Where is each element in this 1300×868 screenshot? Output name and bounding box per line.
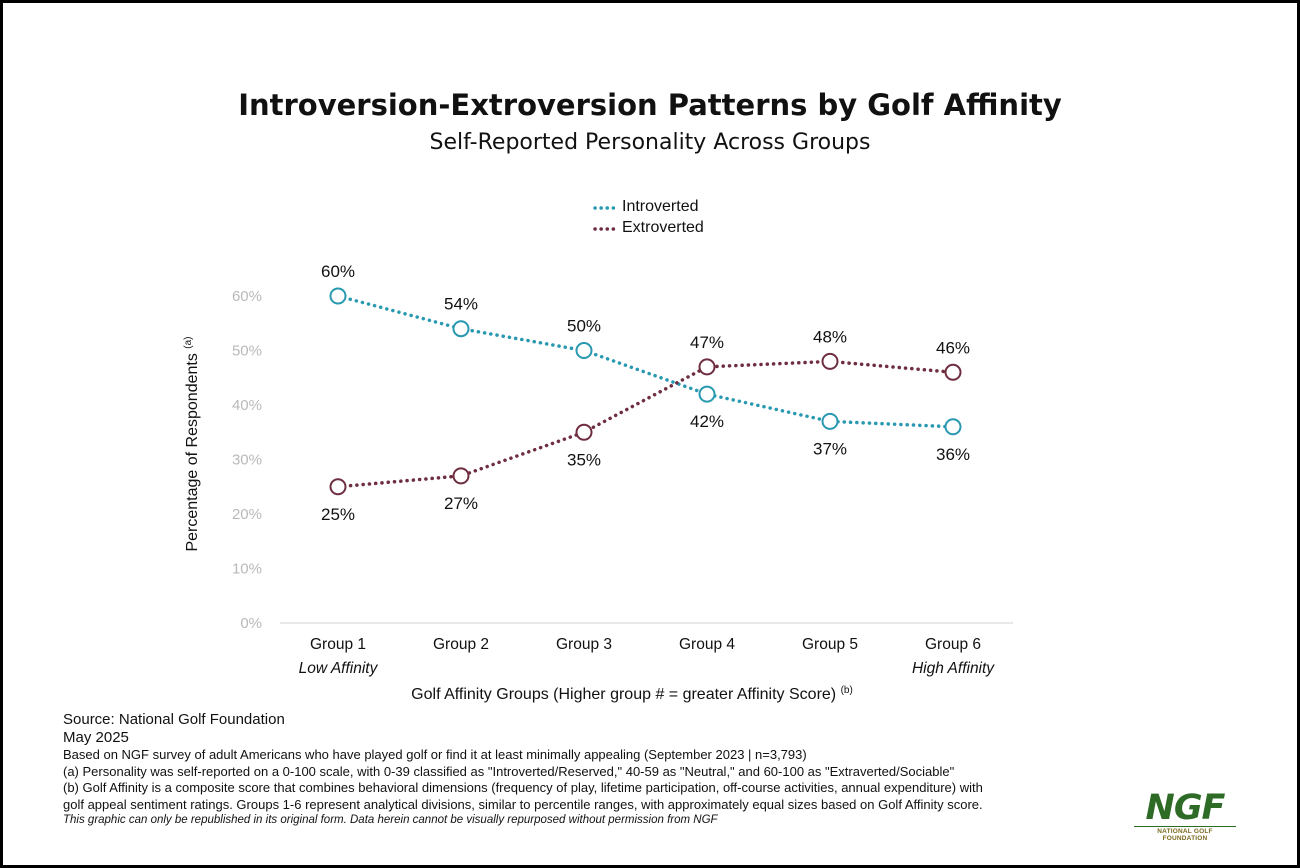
note-a: (a) Personality was self-reported on a 0… xyxy=(63,763,955,779)
point-extroverted-group-3 xyxy=(575,423,593,441)
x-tick-label-group-5: Group 5 xyxy=(802,636,858,653)
x-sublabel-low-affinity: Low Affinity xyxy=(299,660,379,677)
series-points xyxy=(329,287,962,496)
logo-mark: NGF xyxy=(1145,788,1226,828)
footer: Source: National Golf Foundation May 202… xyxy=(63,711,983,828)
chart-title: Introversion-Extroversion Patterns by Go… xyxy=(238,88,1062,122)
point-introverted-group-4 xyxy=(698,385,716,403)
point-introverted-group-1 xyxy=(329,287,347,305)
note-survey: Based on NGF survey of adult Americans w… xyxy=(63,747,807,762)
note-b-line2: golf appeal sentiment ratings. Groups 1-… xyxy=(63,796,983,812)
series-line-extroverted xyxy=(336,359,955,489)
x-tick-label-group-4: Group 4 xyxy=(679,636,735,653)
point-extroverted-group-6 xyxy=(944,363,962,381)
data-label-extroverted-group-1: 25% xyxy=(321,505,355,524)
x-axis: Group 1 Low Affinity Group 2 Group 3 Group 4… xyxy=(280,622,1013,703)
chart-subtitle: Self-Reported Personality Across Groups xyxy=(429,130,871,155)
data-label-introverted-group-6: 36% xyxy=(936,445,970,464)
y-tick-label-40: 40% xyxy=(232,397,262,414)
point-introverted-group-5 xyxy=(821,412,839,430)
legend-label-introverted: Introverted xyxy=(622,198,698,215)
data-label-introverted-group-1: 60% xyxy=(321,262,355,281)
x-tick-label-group-3: Group 3 xyxy=(556,636,612,653)
note-b-line1: (b) Golf Affinity is a composite score t… xyxy=(63,780,983,795)
data-label-extroverted-group-4: 47% xyxy=(690,333,724,352)
legend: Introverted Extroverted xyxy=(593,198,704,236)
ngf-logo: NGF NATIONAL GOLF FOUNDATION xyxy=(1134,788,1236,842)
y-axis-title: Percentage of Respondents (a) xyxy=(183,336,201,551)
series-lines xyxy=(336,294,955,489)
disclaimer: This graphic can only be republished in … xyxy=(63,814,718,826)
x-sublabel-high-affinity: High Affinity xyxy=(912,660,995,677)
data-label-extroverted-group-6: 46% xyxy=(936,338,970,357)
y-tick-label-20: 20% xyxy=(232,506,262,523)
data-label-extroverted-group-2: 27% xyxy=(444,494,478,513)
y-tick-label-10: 10% xyxy=(232,561,262,578)
data-label-introverted-group-5: 37% xyxy=(813,439,847,458)
y-tick-label-0: 0% xyxy=(240,615,262,632)
point-extroverted-group-1 xyxy=(329,478,347,496)
data-label-extroverted-group-3: 35% xyxy=(567,450,601,469)
data-label-introverted-group-3: 50% xyxy=(567,317,601,336)
x-tick-label-group-1: Group 1 xyxy=(310,636,366,653)
series-line-introverted xyxy=(336,294,955,429)
x-tick-label-group-6: Group 6 xyxy=(925,636,981,653)
point-extroverted-group-2 xyxy=(452,467,470,485)
logo-subtext: NATIONAL GOLF FOUNDATION xyxy=(1134,826,1236,842)
y-tick-label-60: 60% xyxy=(232,288,262,305)
x-tick-label-group-2: Group 2 xyxy=(433,636,489,653)
point-extroverted-group-4 xyxy=(698,358,716,376)
point-introverted-group-3 xyxy=(575,342,593,359)
data-labels: 60% 54% 50% 42% 37% 36% 25% 27% 35% 47% 48% 46% xyxy=(321,262,970,524)
y-tick-label-30: 30% xyxy=(232,452,262,469)
data-label-introverted-group-2: 54% xyxy=(444,295,478,314)
point-introverted-group-6 xyxy=(944,418,962,436)
date-line: May 2025 xyxy=(63,729,129,746)
x-axis-title: Golf Affinity Groups (Higher group # = g… xyxy=(411,685,853,703)
data-label-extroverted-group-5: 48% xyxy=(813,327,847,346)
y-axis: 0% 10% 20% 30% 40% 50% 60% Percentage of Respon… xyxy=(183,288,262,632)
legend-label-extroverted: Extroverted xyxy=(622,219,704,236)
point-introverted-group-2 xyxy=(452,320,470,338)
y-tick-label-50: 50% xyxy=(232,343,262,360)
point-extroverted-group-5 xyxy=(821,352,839,370)
source-line: Source: National Golf Foundation xyxy=(63,711,285,728)
data-label-introverted-group-4: 42% xyxy=(690,412,724,431)
